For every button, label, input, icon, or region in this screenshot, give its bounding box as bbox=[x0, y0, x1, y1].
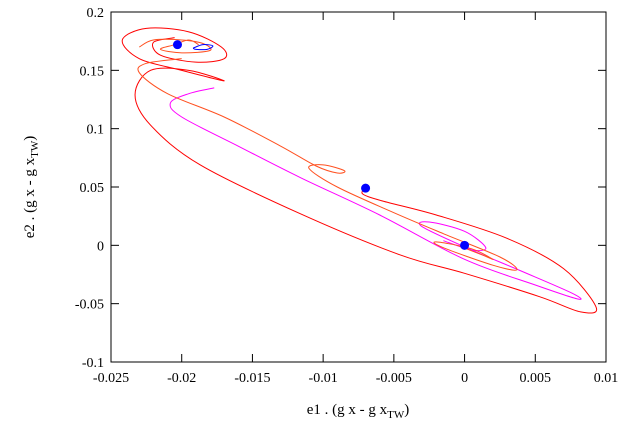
series-line-blue-loop bbox=[192, 44, 214, 51]
series-line-orange-trajectory bbox=[137, 58, 518, 271]
y-axis-label: e2 . (g x - g xTW) bbox=[22, 136, 41, 239]
y-tick-label: 0.1 bbox=[87, 123, 105, 138]
y-tick-label: -0.05 bbox=[75, 298, 104, 313]
plot-frame bbox=[110, 11, 607, 363]
y-tick-label: -0.1 bbox=[82, 356, 104, 371]
x-tick-label: -0.015 bbox=[234, 371, 270, 386]
equilibrium-point bbox=[460, 240, 470, 250]
y-tick-label: 0 bbox=[97, 239, 104, 254]
y-tick-label: 0.15 bbox=[80, 64, 105, 79]
x-tick-label: 0.005 bbox=[520, 371, 552, 386]
equilibrium-point bbox=[172, 40, 182, 50]
x-tick-label: 0 bbox=[461, 371, 468, 386]
y-tick-label: 0.2 bbox=[87, 6, 105, 21]
y-tick-label: 0.05 bbox=[80, 181, 105, 196]
series-line-orange-top-cluster bbox=[139, 38, 212, 54]
x-tick-label: -0.005 bbox=[376, 371, 412, 386]
x-tick-label: 0.01 bbox=[594, 371, 619, 386]
series-line-magenta-trajectory bbox=[169, 87, 582, 300]
x-axis-label: e1 . (g x - g xTW) bbox=[307, 402, 410, 421]
x-tick-label: -0.01 bbox=[309, 371, 338, 386]
x-tick-label: -0.025 bbox=[93, 371, 129, 386]
series-line-red-trajectory bbox=[121, 27, 598, 314]
x-tick-label: -0.02 bbox=[167, 371, 196, 386]
axis-ticks: -0.025 -0.02 -0.015 -0.01 -0.005 0 0.005 0.01 -0… bbox=[75, 6, 618, 386]
equilibrium-markers bbox=[172, 40, 470, 250]
trajectories bbox=[121, 27, 598, 314]
equilibrium-point bbox=[361, 183, 371, 193]
